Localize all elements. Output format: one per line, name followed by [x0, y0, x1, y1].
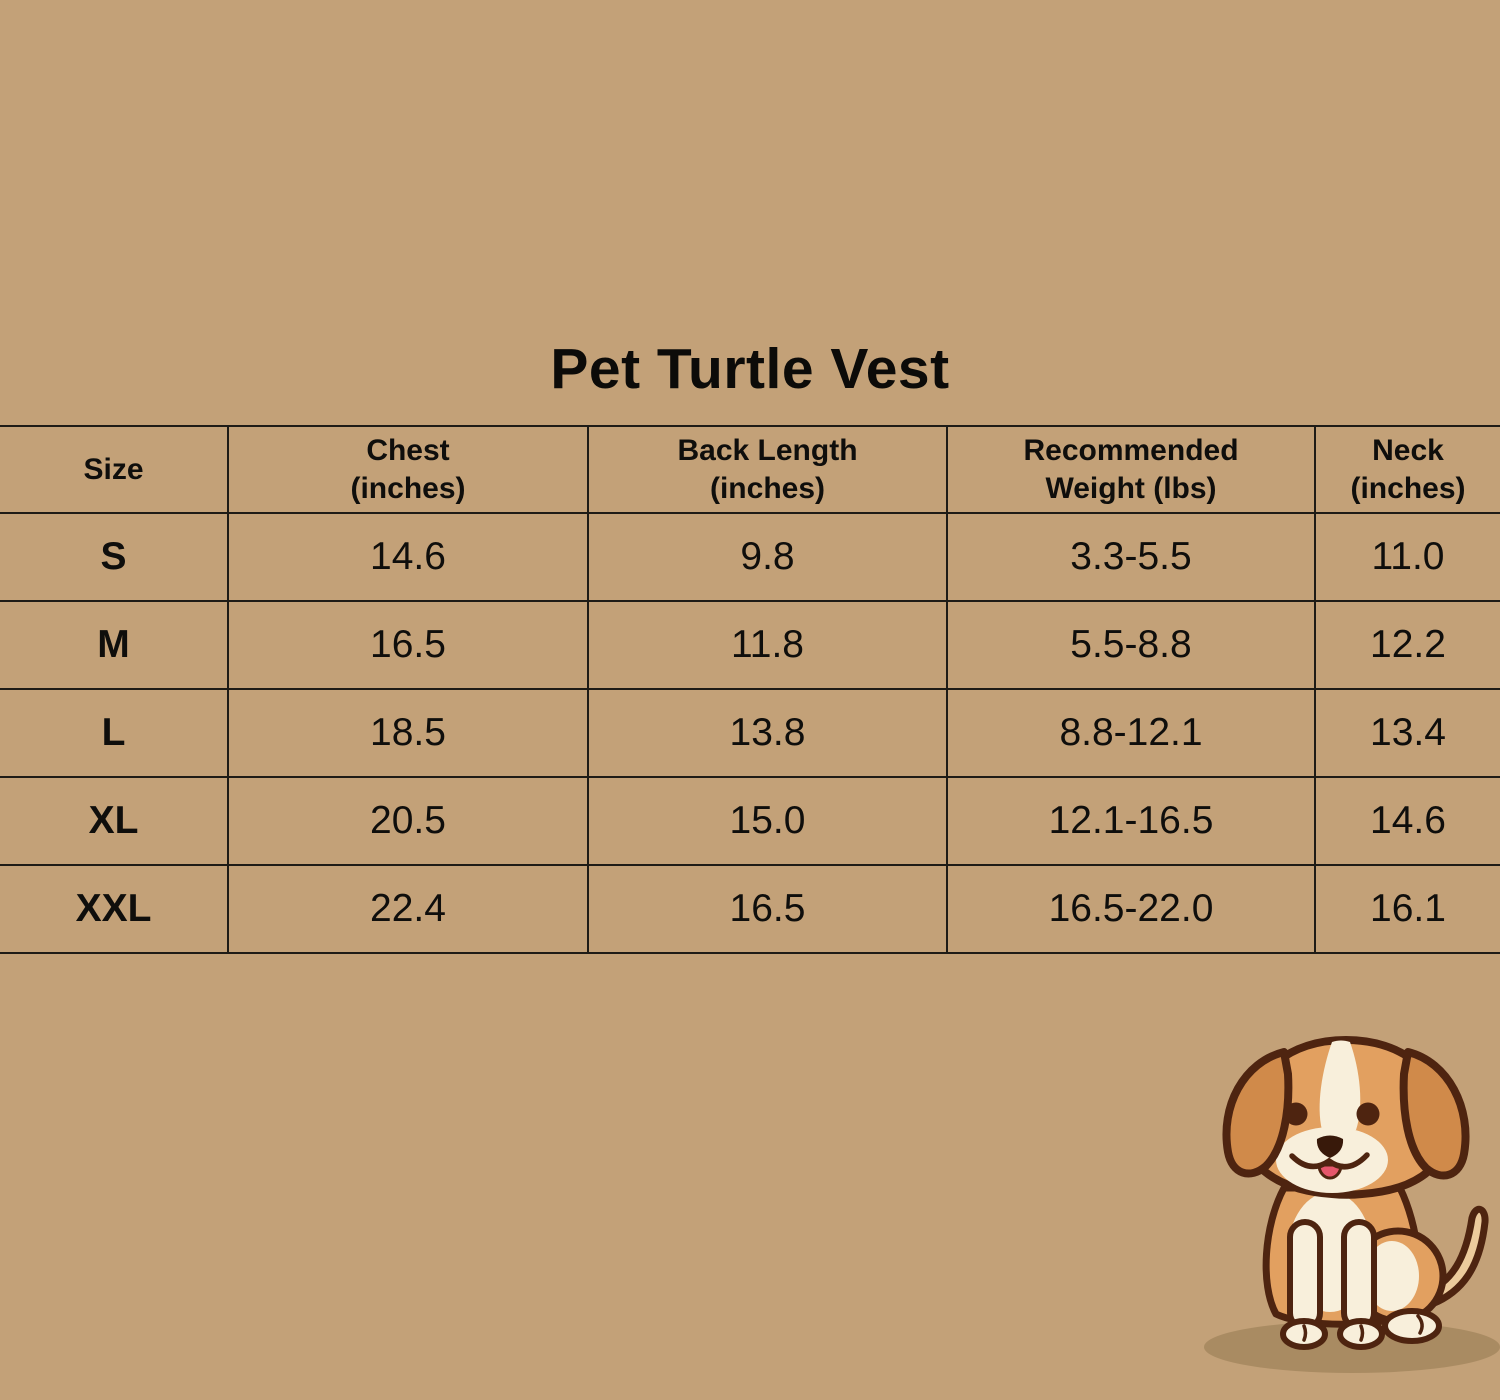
value-cell: 5.5-8.8: [946, 600, 1315, 690]
value-cell: 22.4: [227, 864, 588, 954]
header-row: Size Chest (inches) Back Length (inches) Re…: [0, 425, 1500, 514]
size-cell: L: [0, 688, 228, 778]
value-cell: 18.5: [227, 688, 588, 778]
value-cell: 3.3-5.5: [946, 512, 1315, 602]
value-cell: 14.6: [227, 512, 588, 602]
value-cell: 13.4: [1314, 688, 1500, 778]
puppy-front-leg-right: [1341, 1219, 1377, 1331]
puppy-tail: [1422, 1205, 1489, 1308]
puppy-rear-paw: [1382, 1308, 1442, 1344]
value-cell: 8.8-12.1: [946, 688, 1315, 778]
puppy-front-leg-left: [1287, 1219, 1323, 1331]
puppy-haunch-patch: [1365, 1241, 1419, 1311]
table-row: S 14.6 9.8 3.3-5.5 11.0: [0, 512, 1500, 602]
column-header: Neck (inches): [1314, 425, 1500, 514]
column-header: Recommended Weight (lbs): [946, 425, 1315, 514]
value-cell: 16.5: [227, 600, 588, 690]
table-row: XL 20.5 15.0 12.1-16.5 14.6: [0, 776, 1500, 866]
puppy-eye-left: [1284, 1102, 1308, 1126]
value-cell: 9.8: [587, 512, 947, 602]
size-cell: XL: [0, 776, 228, 866]
puppy-illustration: [1204, 1036, 1500, 1373]
puppy-blaze: [1319, 1040, 1361, 1130]
table-row: XXL 22.4 16.5 16.5-22.0 16.1: [0, 864, 1500, 954]
value-cell: 15.0: [587, 776, 947, 866]
column-header: Chest (inches): [227, 425, 588, 514]
column-header: Back Length (inches): [587, 425, 947, 514]
size-cell: S: [0, 512, 228, 602]
puppy-smile: [1289, 1152, 1370, 1170]
puppy-ear-right: [1399, 1048, 1470, 1180]
value-cell: 16.5-22.0: [946, 864, 1315, 954]
value-cell: 14.6: [1314, 776, 1500, 866]
value-cell: 16.5: [587, 864, 947, 954]
size-cell: XXL: [0, 864, 228, 954]
size-table: Size Chest (inches) Back Length (inches) Re…: [0, 425, 1500, 954]
puppy-front-toe-lines: [1302, 1324, 1365, 1342]
column-header: Size: [0, 425, 228, 514]
value-cell: 13.8: [587, 688, 947, 778]
value-cell: 12.1-16.5: [946, 776, 1315, 866]
page-title: Pet Turtle Vest: [550, 337, 950, 401]
value-cell: 12.2: [1314, 600, 1500, 690]
table-row: L 18.5 13.8 8.8-12.1 13.4: [0, 688, 1500, 778]
value-cell: 20.5: [227, 776, 588, 866]
puppy-rear-toe-line: [1416, 1314, 1424, 1335]
value-cell: 11.8: [587, 600, 947, 690]
table-row: M 16.5 11.8 5.5-8.8 12.2: [0, 600, 1500, 690]
puppy-nose: [1316, 1135, 1344, 1158]
puppy-eye-right: [1356, 1102, 1380, 1126]
value-cell: 16.1: [1314, 864, 1500, 954]
size-cell: M: [0, 600, 228, 690]
value-cell: 11.0: [1314, 512, 1500, 602]
